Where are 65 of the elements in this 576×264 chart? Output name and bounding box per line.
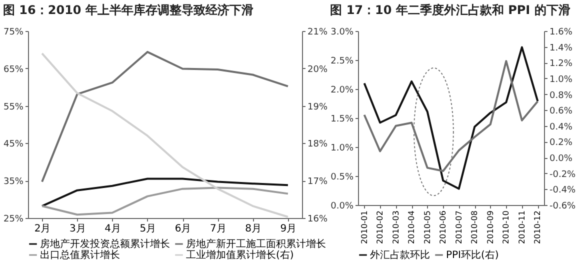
- y-tick-label: 25%: [3, 214, 24, 224]
- y-tick-label: 2.5%: [330, 56, 354, 66]
- legend-label: 出口总值累计增长: [40, 249, 120, 261]
- x-tick-label: 2010-08: [470, 210, 480, 244]
- chart-title: 图 17：10 年二季度外汇占款和 PPI 的下滑: [330, 3, 570, 17]
- line-series: [41, 50, 289, 183]
- legend-label: PPI环比(右): [446, 249, 499, 261]
- x-tick-label: 2010-05: [422, 210, 432, 244]
- y2-tick-label: 0.8%: [550, 90, 573, 101]
- y2-tick-label: 0.2%: [550, 138, 573, 148]
- y-tick-label: 2.0%: [330, 86, 354, 96]
- y2-tick-label: 19%: [308, 102, 328, 112]
- y2-tick-label: -0.6%: [550, 202, 576, 212]
- legend-label: 房地产开发投资总额累计增长: [40, 238, 170, 250]
- y-tick-label: 1.0%: [330, 144, 354, 154]
- x-tick-label: 2010-06: [438, 210, 448, 244]
- y2-tick-label: 21%: [308, 28, 328, 38]
- y2-tick-label: -0.2%: [550, 170, 576, 180]
- chart-title: 图 16：2010 年上半年库存调整导致经济下滑: [2, 3, 254, 17]
- x-tick-label: 2010-10: [502, 210, 511, 244]
- y-tick-label: 1.5%: [330, 114, 354, 124]
- y-tick-label: 3.0%: [330, 28, 354, 38]
- x-tick-label: 3月: [69, 224, 86, 234]
- x-tick-label: 8月: [245, 224, 262, 234]
- y2-tick-label: 17%: [308, 177, 328, 188]
- x-tick-label: 2010-01: [360, 210, 369, 244]
- line-series: [41, 52, 289, 218]
- x-tick-label: 2010-12: [533, 210, 542, 244]
- y2-tick-label: 1.6%: [550, 28, 573, 38]
- line-series: [363, 60, 539, 172]
- y2-tick-label: 18%: [308, 140, 328, 150]
- x-tick-label: 2010-11: [517, 210, 526, 244]
- y2-tick-label: 16%: [308, 214, 328, 224]
- y-tick-label: 0.5%: [330, 172, 354, 182]
- x-tick-label: 5月: [140, 224, 156, 234]
- line-series: [363, 46, 539, 190]
- x-tick-label: 2010-03: [391, 210, 400, 244]
- y-tick-label: 45%: [3, 140, 24, 150]
- y2-tick-label: 1.2%: [550, 59, 573, 70]
- y-tick-label: 65%: [3, 64, 24, 75]
- y2-tick-label: 0.4%: [550, 122, 573, 132]
- y2-tick-label: -0.4%: [550, 186, 576, 196]
- y-tick-label: 75%: [3, 28, 24, 38]
- y-tick-label: 55%: [3, 102, 24, 112]
- x-tick-label: 2010-02: [376, 210, 385, 244]
- y2-tick-label: 0.6%: [550, 106, 573, 117]
- x-tick-label: 2月: [34, 224, 51, 234]
- legend-label: 外汇占款环比: [370, 249, 430, 261]
- x-tick-label: 6月: [174, 224, 192, 234]
- y2-tick-label: 20%: [308, 64, 328, 75]
- line-series: [41, 186, 289, 216]
- x-tick-label: 4月: [104, 224, 121, 234]
- x-tick-label: 2010-09: [486, 210, 495, 244]
- x-tick-label: 9月: [280, 224, 297, 234]
- x-tick-label: 7月: [210, 224, 226, 234]
- x-tick-label: 2010-04: [407, 210, 416, 244]
- x-tick-label: 2010-07: [454, 210, 464, 244]
- y2-tick-label: 1.0%: [550, 74, 573, 85]
- y-tick-label: 35%: [3, 177, 24, 188]
- legend-label: 工业增加值累计增长(右): [186, 249, 294, 261]
- y-tick-label: 0.0%: [330, 202, 354, 212]
- y2-tick-label: 1.4%: [550, 43, 573, 54]
- legend-label: 房地产新开工施工面积累计增长: [186, 238, 326, 250]
- y2-tick-label: 0.0%: [550, 154, 573, 164]
- line-series: [41, 178, 289, 208]
